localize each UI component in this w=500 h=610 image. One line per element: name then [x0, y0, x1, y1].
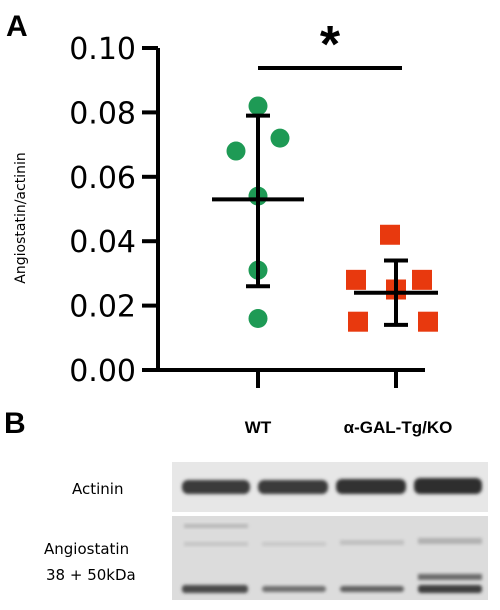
actinin-band-3	[336, 479, 406, 494]
blot-label-actinin: Actinin	[72, 480, 123, 498]
data-point	[346, 269, 366, 290]
actinin-band-4	[414, 478, 482, 494]
y-axis-label: Angiostatin/actinin	[13, 152, 29, 283]
data-point	[380, 224, 400, 245]
actinin-band-1	[182, 480, 250, 494]
angiostatin-faint-band-5	[418, 538, 482, 544]
data-point	[226, 141, 246, 161]
angiostatin-band-38kda-4	[418, 585, 482, 593]
significance-asterisk: *	[320, 16, 341, 74]
blot-angiostatin-bands	[182, 524, 482, 593]
angiostatin-band-38kda-3	[340, 586, 404, 592]
data-point	[412, 269, 432, 290]
y-tick-label: 0.02	[69, 290, 136, 325]
y-tick-label: 0.00	[69, 354, 136, 389]
y-tick-label: 0.06	[69, 161, 136, 196]
data-point	[418, 311, 438, 332]
angiostatin-band-38kda-2	[262, 586, 326, 592]
x-label-wt: WT	[245, 418, 272, 437]
angiostatin-faint-band-4	[340, 540, 404, 545]
data-point	[248, 308, 268, 328]
angiostatin-band-50kda-4	[418, 574, 482, 580]
angiostatin-faint-band-1	[184, 524, 248, 528]
y-tick-label: 0.04	[69, 225, 136, 260]
y-tick-label: 0.10	[69, 32, 136, 67]
panel-label-a: A	[6, 10, 28, 43]
blot-actinin-bands	[182, 478, 482, 494]
y-tick-label: 0.08	[69, 96, 136, 131]
x-label-ko: α-GAL-Tg/KO	[344, 418, 453, 437]
blot-label-angiostatin-size: 38 + 50kDa	[46, 566, 136, 584]
data-point	[348, 311, 368, 332]
angiostatin-faint-band-3	[262, 542, 326, 546]
blot-label-angiostatin: Angiostatin	[44, 540, 129, 558]
data-marks	[212, 96, 438, 332]
angiostatin-band-38kda-1	[182, 585, 248, 593]
actinin-band-2	[258, 480, 328, 494]
data-point	[248, 96, 268, 116]
panel-label-b: B	[4, 407, 26, 440]
y-axis-ticks: 0.00 0.02 0.04 0.06 0.08 0.10	[69, 32, 158, 389]
data-point	[270, 128, 290, 148]
angiostatin-faint-band-2	[184, 542, 248, 546]
